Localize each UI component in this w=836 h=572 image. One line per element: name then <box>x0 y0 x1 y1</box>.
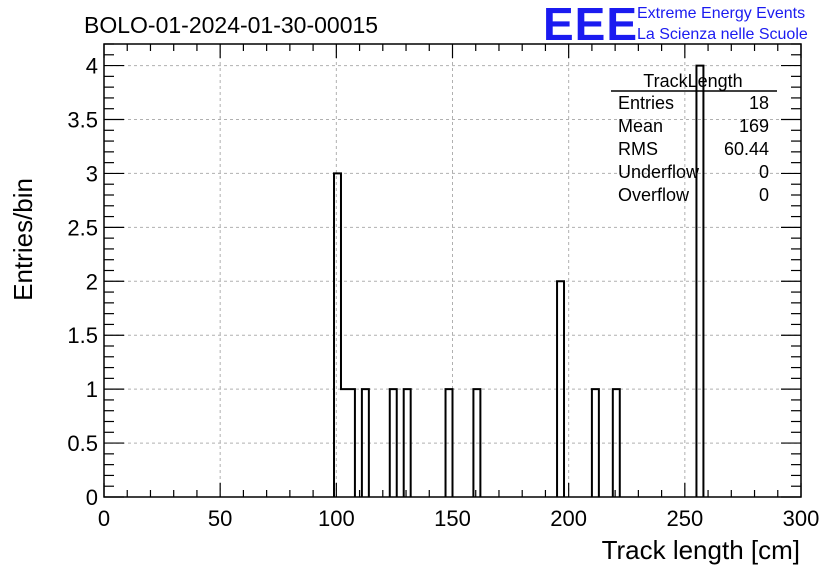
stats-row-value: 18 <box>749 93 769 113</box>
x-tick-label: 50 <box>208 506 232 531</box>
stats-row-label: Overflow <box>618 185 690 205</box>
y-tick-label: 2 <box>86 269 98 294</box>
stats-row-label: Underflow <box>618 162 700 182</box>
x-tick-label: 200 <box>550 506 587 531</box>
y-tick-label: 4 <box>86 54 98 79</box>
eee-logo-mark: EEE <box>543 0 638 50</box>
axes: 0 50 100 150 200 250 300 0 0.5 1 1.5 2 2.5 3 3.5 4 <box>67 43 820 531</box>
x-tick-label: 150 <box>434 506 471 531</box>
x-tick-label: 0 <box>98 506 110 531</box>
y-tick-label: 3 <box>86 161 98 186</box>
stats-row-value: 0 <box>759 162 769 182</box>
y-tick-label: 1.5 <box>67 323 98 348</box>
histogram-outline <box>333 64 705 497</box>
stats-row-value: 169 <box>739 116 769 136</box>
stats-row-value: 60.44 <box>724 139 769 159</box>
stats-row-label: Mean <box>618 116 663 136</box>
chart-title: BOLO-01-2024-01-30-00015 <box>84 12 378 38</box>
stats-box: TrackLength Entries 18 Mean 169 RMS 60.44 Unde… <box>611 71 777 205</box>
stats-row-label: Entries <box>618 93 674 113</box>
logo-line-1: Extreme Energy Events <box>637 5 805 22</box>
stats-rows: Entries 18 Mean 169 RMS 60.44 Underflow 0 Overfl… <box>618 93 769 205</box>
x-tick-label: 100 <box>318 506 355 531</box>
y-tick-label: 0 <box>86 485 98 510</box>
x-axis-label: Track length [cm] <box>602 535 800 565</box>
y-tick-label: 1 <box>86 377 98 402</box>
logo-line-2: La Scienza nelle Scuole <box>637 26 808 43</box>
stats-row-value: 0 <box>759 185 769 205</box>
y-tick-label: 3.5 <box>67 108 98 133</box>
x-tick-label: 250 <box>666 506 703 531</box>
y-tick-label: 2.5 <box>67 215 98 240</box>
stats-title: TrackLength <box>643 71 742 91</box>
stats-row-label: RMS <box>618 139 658 159</box>
y-tick-label: 0.5 <box>67 431 98 456</box>
x-tick-label: 300 <box>783 506 820 531</box>
y-axis-label: Entries/bin <box>8 178 38 301</box>
histogram-bars <box>333 64 705 497</box>
